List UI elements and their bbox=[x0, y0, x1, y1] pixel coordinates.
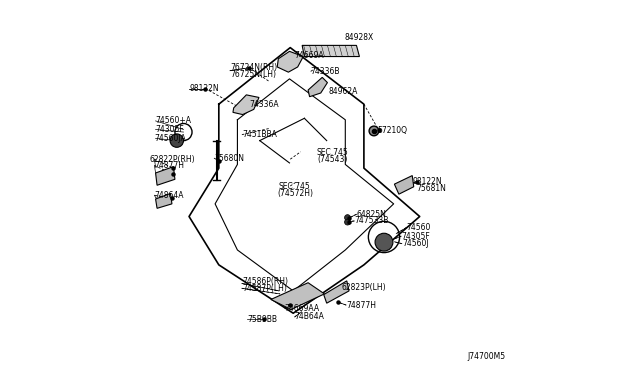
Text: 62822P(RH): 62822P(RH) bbox=[150, 155, 195, 164]
Text: 84928X: 84928X bbox=[344, 33, 373, 42]
Polygon shape bbox=[308, 77, 328, 97]
Text: 74560J: 74560J bbox=[402, 239, 428, 248]
Text: 74586P(RH): 74586P(RH) bbox=[242, 278, 288, 286]
Text: 74305F: 74305F bbox=[401, 232, 430, 241]
Text: 74877H: 74877H bbox=[154, 161, 184, 170]
Polygon shape bbox=[156, 193, 172, 208]
Text: 74336B: 74336B bbox=[310, 67, 340, 76]
Circle shape bbox=[375, 233, 393, 251]
Circle shape bbox=[344, 215, 351, 221]
Text: 74877H: 74877H bbox=[346, 301, 376, 310]
Polygon shape bbox=[394, 176, 413, 194]
Text: 75681N: 75681N bbox=[416, 185, 446, 193]
Text: 74669AA: 74669AA bbox=[285, 304, 320, 312]
Text: (74572H): (74572H) bbox=[277, 189, 313, 198]
Text: 62823P(LH): 62823P(LH) bbox=[342, 283, 386, 292]
Text: 75680N: 75680N bbox=[214, 154, 244, 163]
Polygon shape bbox=[233, 95, 259, 115]
Text: 76724N(RH): 76724N(RH) bbox=[230, 63, 277, 72]
Polygon shape bbox=[302, 45, 360, 57]
Polygon shape bbox=[324, 281, 349, 303]
Circle shape bbox=[170, 134, 184, 147]
Text: 74560+A: 74560+A bbox=[156, 116, 191, 125]
Text: 74669A: 74669A bbox=[294, 51, 324, 60]
Text: 84962A: 84962A bbox=[328, 87, 358, 96]
Text: 7451BBA: 7451BBA bbox=[242, 130, 276, 139]
Text: 747533B: 747533B bbox=[354, 217, 388, 225]
Text: J74700M5: J74700M5 bbox=[467, 352, 505, 361]
Polygon shape bbox=[271, 283, 324, 310]
Text: SEC.745: SEC.745 bbox=[316, 148, 348, 157]
Text: 74305F: 74305F bbox=[156, 125, 184, 134]
Text: 75B9BB: 75B9BB bbox=[248, 315, 278, 324]
Text: 74587P(LH): 74587P(LH) bbox=[242, 284, 287, 293]
Text: 57210Q: 57210Q bbox=[378, 126, 408, 135]
Text: 74560JA: 74560JA bbox=[154, 134, 186, 143]
Circle shape bbox=[369, 126, 379, 136]
Text: 64825N: 64825N bbox=[356, 210, 387, 219]
Text: (74543): (74543) bbox=[317, 155, 348, 164]
Text: 98122N: 98122N bbox=[189, 84, 219, 93]
Circle shape bbox=[344, 219, 351, 225]
Text: 74B64A: 74B64A bbox=[294, 312, 324, 321]
Text: SEC.745: SEC.745 bbox=[278, 182, 310, 191]
Text: 74864A: 74864A bbox=[154, 191, 184, 200]
Polygon shape bbox=[156, 167, 175, 185]
Text: 98122N: 98122N bbox=[412, 177, 442, 186]
Text: 76725N(LH): 76725N(LH) bbox=[230, 70, 276, 79]
Polygon shape bbox=[277, 51, 303, 72]
Text: 74336A: 74336A bbox=[250, 100, 279, 109]
Text: 74560: 74560 bbox=[406, 223, 431, 232]
